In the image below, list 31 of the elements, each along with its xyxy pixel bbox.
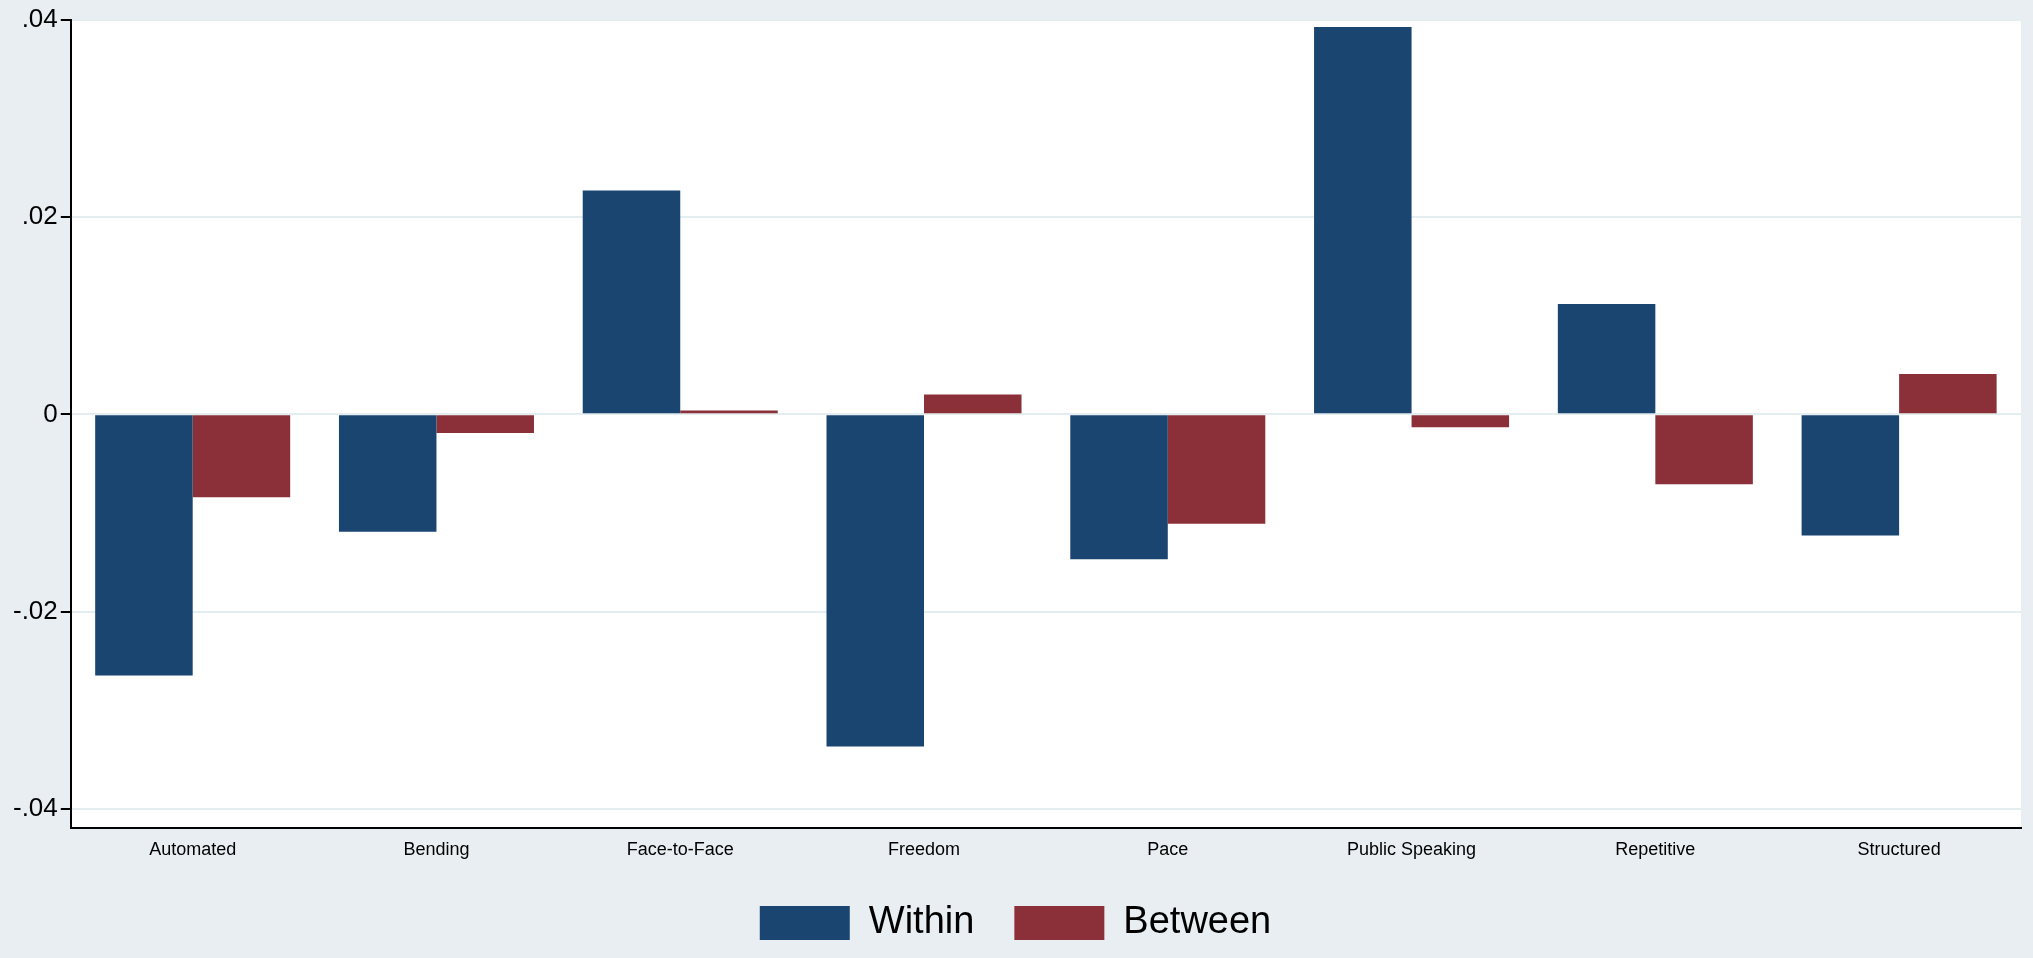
bar — [1411, 415, 1510, 428]
legend-label: Within — [868, 899, 975, 942]
bar — [192, 415, 291, 498]
y-tick-label: -.02 — [12, 594, 58, 625]
bar — [338, 415, 437, 532]
bar — [1167, 415, 1266, 524]
x-tick-label: Public Speaking — [1347, 839, 1477, 860]
y-tick-label: .04 — [21, 3, 58, 34]
bar — [1070, 415, 1168, 560]
bar — [1314, 26, 1412, 414]
x-tick-label: Structured — [1857, 839, 1941, 860]
bar — [826, 415, 925, 747]
x-tick-label: Automated — [149, 839, 237, 860]
bar — [582, 190, 681, 414]
bar — [1557, 303, 1656, 414]
x-tick-label: Face-to-Face — [626, 839, 734, 860]
y-tick-label: 0 — [43, 397, 58, 428]
bar — [1655, 415, 1753, 485]
y-tick-label: .02 — [21, 200, 58, 231]
x-tick-label: Repetitive — [1615, 839, 1696, 860]
x-tick-label: Pace — [1147, 839, 1189, 860]
bar — [436, 415, 534, 434]
legend-label: Between — [1123, 899, 1272, 942]
x-tick-label: Freedom — [888, 839, 961, 860]
bar — [1801, 415, 1900, 536]
bar — [924, 394, 1022, 414]
bar — [680, 410, 778, 414]
bar — [95, 415, 193, 676]
y-tick-label: -.04 — [12, 791, 58, 822]
bar — [1899, 373, 1997, 414]
x-tick-label: Bending — [403, 839, 470, 860]
